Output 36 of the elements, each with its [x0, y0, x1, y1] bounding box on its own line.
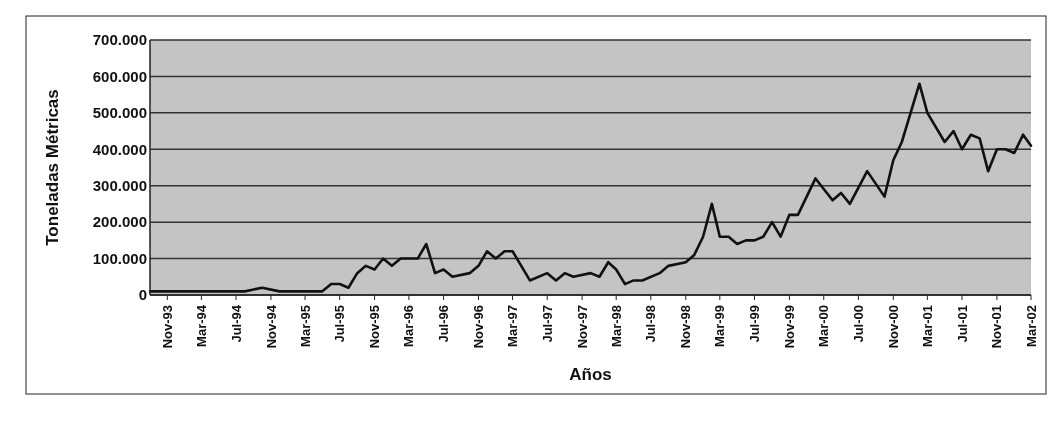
x-tick-label: Nov-01 [989, 305, 1005, 349]
x-tick-label: Jul-01 [954, 305, 970, 343]
x-tick-label: Nov-99 [781, 305, 797, 349]
x-tick-label: Mar-02 [1023, 305, 1039, 347]
y-tick-label: 500.000 [92, 104, 147, 122]
y-tick-label: 200.000 [92, 213, 147, 231]
x-tick-label: Mar-98 [608, 305, 624, 347]
y-tick-label: 100.000 [92, 249, 147, 267]
x-tick-label: Jul-99 [747, 305, 763, 343]
x-tick-label: Mar-00 [816, 305, 832, 347]
y-tick-label: 400.000 [92, 140, 147, 158]
x-tick-label: Jul-95 [332, 305, 348, 343]
x-tick-label: Mar-95 [297, 305, 313, 347]
x-tick-label: Nov-96 [471, 305, 487, 349]
x-tick-label: Mar-99 [712, 305, 728, 347]
x-tick-label: Mar-96 [401, 305, 417, 347]
y-axis-title: Toneladas Métricas [43, 89, 62, 246]
y-tick-label: 0 [138, 286, 147, 304]
x-tick-label: Nov-94 [263, 304, 279, 349]
y-tick-label: 600.000 [92, 67, 147, 85]
x-tick-label: Jul-97 [539, 305, 555, 343]
x-tick-label: Jul-94 [228, 304, 244, 343]
x-tick-label: Nov-97 [574, 305, 590, 349]
x-axis-title: Años [569, 365, 612, 384]
x-tick-label: Jul-00 [850, 305, 866, 343]
x-tick-label: Jul-98 [643, 305, 659, 343]
y-tick-label: 700.000 [92, 31, 147, 49]
x-tick-label: Mar-94 [193, 304, 209, 347]
x-tick-label: Mar-01 [919, 305, 935, 347]
x-tick-label: Nov-95 [367, 305, 383, 349]
x-tick-label: Nov-98 [678, 305, 694, 349]
x-tick-label: Nov-00 [885, 305, 901, 349]
x-tick-label: Jul-96 [436, 305, 452, 343]
x-tick-label: Mar-97 [505, 305, 521, 347]
y-tick-label: 300.000 [92, 176, 147, 194]
x-tick-label: Nov-93 [159, 305, 175, 349]
